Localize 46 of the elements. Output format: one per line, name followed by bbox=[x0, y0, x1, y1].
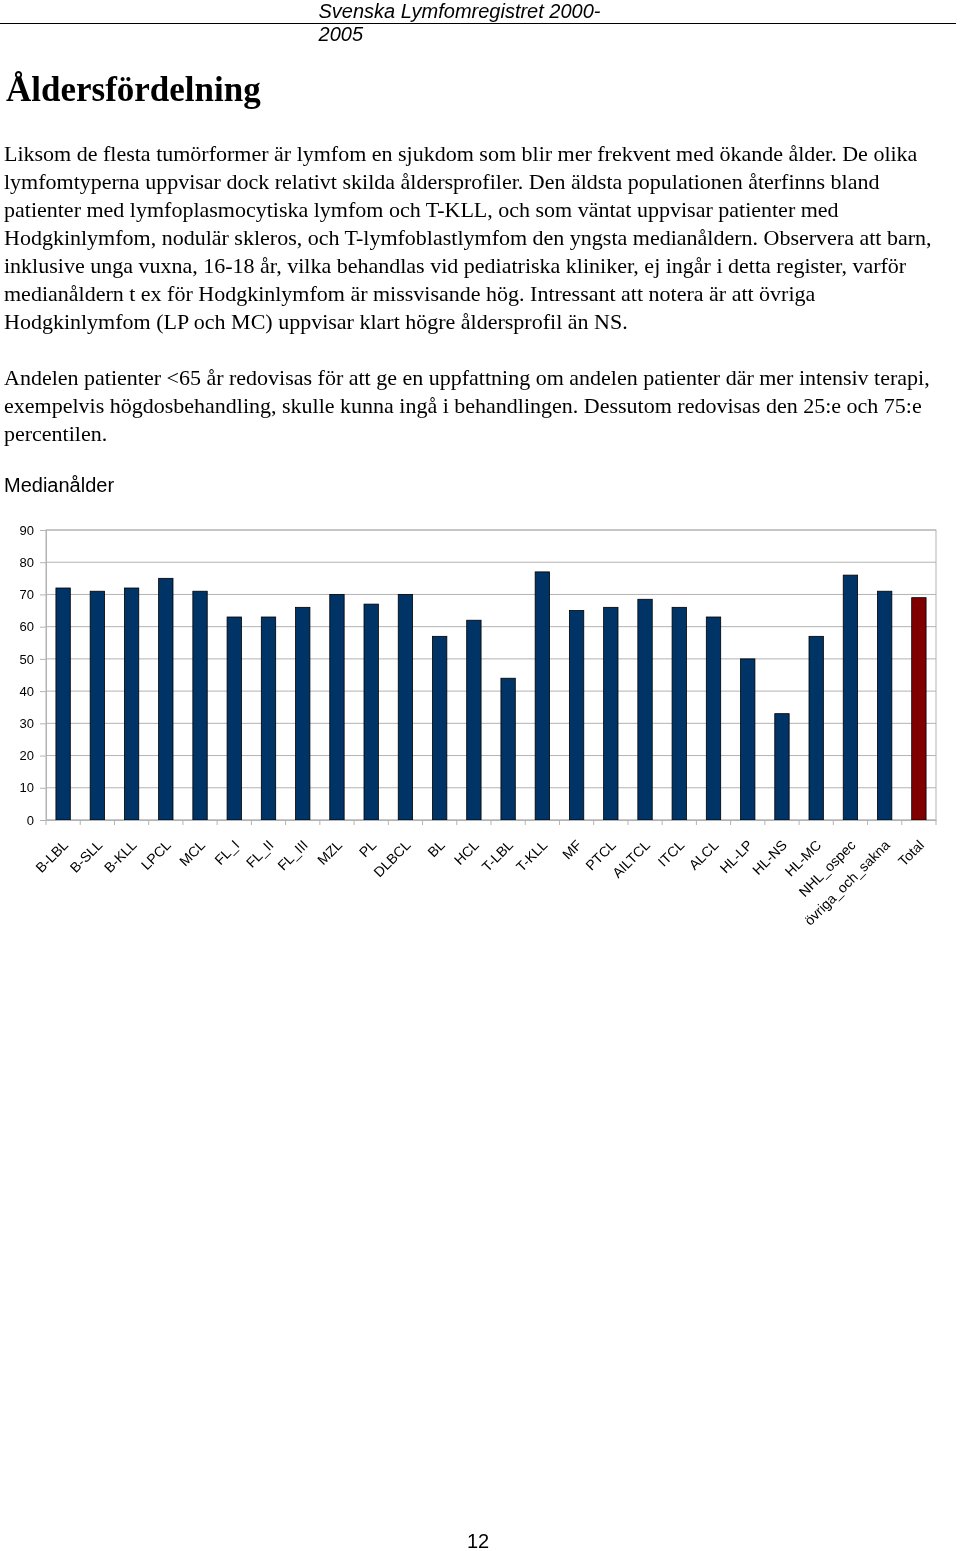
text: 12 bbox=[467, 1530, 490, 1551]
y-tick-label: 50 bbox=[19, 651, 34, 667]
bar bbox=[740, 658, 756, 821]
bar bbox=[568, 610, 585, 821]
bar bbox=[295, 606, 311, 821]
text: Åldersfördelning bbox=[6, 70, 261, 110]
bar bbox=[363, 603, 379, 821]
bar bbox=[603, 606, 619, 821]
x-tick-label: MCL bbox=[175, 836, 209, 870]
bar bbox=[842, 574, 859, 821]
chart-title: Medianålder bbox=[4, 474, 115, 497]
bar bbox=[432, 635, 448, 821]
y-tick-label: 70 bbox=[19, 587, 34, 603]
y-tick-label: 20 bbox=[19, 748, 34, 764]
bar bbox=[260, 616, 277, 821]
y-tick-label: 10 bbox=[19, 780, 34, 796]
bar bbox=[808, 635, 824, 821]
x-tick-label: BL bbox=[424, 836, 448, 861]
bar bbox=[705, 616, 722, 821]
y-tick-label: 60 bbox=[19, 619, 34, 635]
bar bbox=[637, 598, 653, 821]
bar bbox=[192, 590, 208, 821]
text: Andelen patienter <65 år redovisas för att ge en uppfattning om andelen patienter där mer intensiv terapi, exempelvis högdosbehandling, skulle kunna ingå i behandlingen. Dessutom redovisas den 25:e och 75:e percentilen. bbox=[4, 364, 931, 448]
bar bbox=[397, 594, 414, 821]
bar bbox=[534, 571, 550, 821]
bar bbox=[123, 587, 140, 821]
y-tick-label: 90 bbox=[19, 522, 34, 538]
y-tick-label: 0 bbox=[26, 812, 34, 828]
y-tick-label: 80 bbox=[19, 554, 34, 570]
bar bbox=[158, 577, 174, 821]
bar bbox=[774, 713, 790, 821]
bar bbox=[877, 590, 893, 821]
bar bbox=[89, 590, 105, 821]
bar bbox=[671, 606, 687, 821]
bar bbox=[911, 597, 927, 821]
text: Svenska Lymfomregistret 2000-2005 bbox=[318, 0, 602, 46]
bar bbox=[55, 587, 71, 821]
bar bbox=[226, 616, 242, 821]
bar bbox=[500, 677, 516, 821]
text: Liksom de flesta tumörformer är lymfom en sjukdom som blir mer frekvent med ökande ålder. De olika lymfomtyperna uppvisar dock relativt skilda åldersprofiler. Den äldsta populationen återfinns bland patienter med lymfoplasmocytiska lymfom och T-KLL, och som väntat uppvisar patienter med Hodgkinlymfom, nodulär skleros, och T-lymfoblastlymfom den yngsta medianåldern. Observera att barn, inklusive unga vuxna, 16-18 år, vilka behandlas vid pediatriska kliniker, ej ingår i detta register, varför medianåldern t ex för Hodgkinlymfom är missvisande hög. Intressant att notera är att övriga Hodgkinlymfom (LP och MC) uppvisar klart högre åldersprofil än NS. bbox=[4, 140, 933, 336]
x-tick-label: MF bbox=[559, 836, 585, 863]
x-tick-label: MZL bbox=[313, 836, 346, 868]
y-tick-label: 30 bbox=[19, 715, 34, 731]
bar bbox=[466, 619, 482, 821]
y-tick-label: 40 bbox=[19, 683, 34, 699]
bar bbox=[329, 594, 345, 821]
